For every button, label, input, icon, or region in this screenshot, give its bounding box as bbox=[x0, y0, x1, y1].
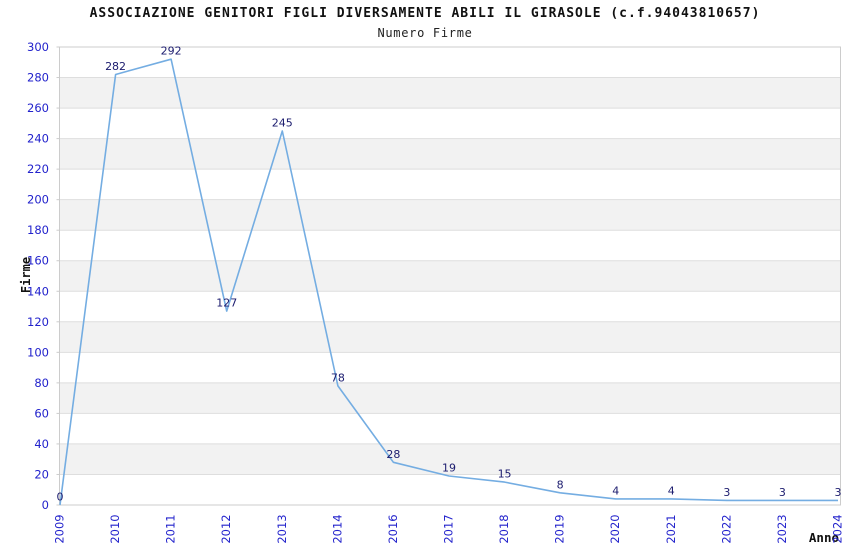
data-point-label: 0 bbox=[57, 491, 64, 504]
chart-subtitle: Numero Firme bbox=[377, 26, 473, 40]
x-tick-label: 2024 bbox=[831, 514, 845, 543]
y-tick-label: 100 bbox=[27, 345, 49, 359]
data-point-label: 292 bbox=[161, 45, 182, 58]
y-tick-label: 80 bbox=[34, 376, 49, 390]
data-point-label: 15 bbox=[498, 468, 512, 481]
y-tick-label: 120 bbox=[27, 315, 49, 329]
data-point-label: 4 bbox=[668, 484, 675, 497]
data-point-label: 19 bbox=[442, 461, 456, 474]
x-tick-label: 2023 bbox=[775, 514, 789, 543]
x-tick-label: 2022 bbox=[719, 514, 733, 543]
grid-band bbox=[59, 138, 841, 170]
x-tick-label: 2009 bbox=[53, 514, 67, 543]
grid-band bbox=[59, 199, 841, 231]
y-tick-label: 240 bbox=[27, 132, 49, 146]
data-point-label: 3 bbox=[835, 486, 842, 499]
y-tick-label: 280 bbox=[27, 71, 49, 85]
data-point-label: 3 bbox=[723, 486, 730, 499]
plot-border bbox=[59, 46, 841, 506]
grid-band bbox=[59, 260, 841, 292]
data-point-label: 282 bbox=[105, 60, 126, 73]
grid-band bbox=[59, 77, 841, 109]
data-point-label: 127 bbox=[216, 297, 237, 310]
y-tick-label: 60 bbox=[34, 406, 49, 420]
chart-title: ASSOCIAZIONE GENITORI FIGLI DIVERSAMENTE… bbox=[89, 6, 761, 21]
y-tick-label: 20 bbox=[34, 467, 49, 481]
data-point-label: 245 bbox=[272, 116, 293, 129]
grid-band bbox=[59, 382, 841, 414]
y-tick-label: 220 bbox=[27, 162, 49, 176]
grid-band bbox=[59, 443, 841, 475]
y-tick-label: 260 bbox=[27, 101, 49, 115]
data-point-label: 4 bbox=[612, 484, 619, 497]
y-tick-label: 160 bbox=[27, 254, 49, 268]
x-tick-label: 2017 bbox=[442, 514, 456, 543]
x-tick-label: 2019 bbox=[553, 514, 567, 543]
y-tick-label: 40 bbox=[34, 437, 49, 451]
x-axis-title: Anno bbox=[808, 530, 839, 545]
x-tick-label: 2016 bbox=[386, 514, 400, 543]
x-tick-label: 2014 bbox=[330, 514, 344, 543]
y-tick-label: 300 bbox=[27, 40, 49, 54]
y-tick-label: 0 bbox=[42, 498, 49, 512]
x-tick-label: 2011 bbox=[164, 514, 178, 543]
x-tick-label: 2013 bbox=[275, 514, 289, 543]
series-line bbox=[59, 58, 838, 506]
data-point-label: 28 bbox=[386, 448, 400, 461]
data-point-label: 3 bbox=[779, 486, 786, 499]
data-point-label: 8 bbox=[557, 478, 564, 491]
x-tick-label: 2018 bbox=[497, 514, 511, 543]
data-point-label: 78 bbox=[331, 371, 345, 384]
y-tick-label: 200 bbox=[27, 193, 49, 207]
y-tick-label: 140 bbox=[27, 284, 49, 298]
x-tick-label: 2020 bbox=[608, 514, 622, 543]
x-tick-label: 2012 bbox=[219, 514, 233, 543]
grid-band bbox=[59, 321, 841, 353]
x-tick-label: 2010 bbox=[108, 514, 122, 543]
y-tick-label: 180 bbox=[27, 223, 49, 237]
x-tick-label: 2021 bbox=[664, 514, 678, 543]
